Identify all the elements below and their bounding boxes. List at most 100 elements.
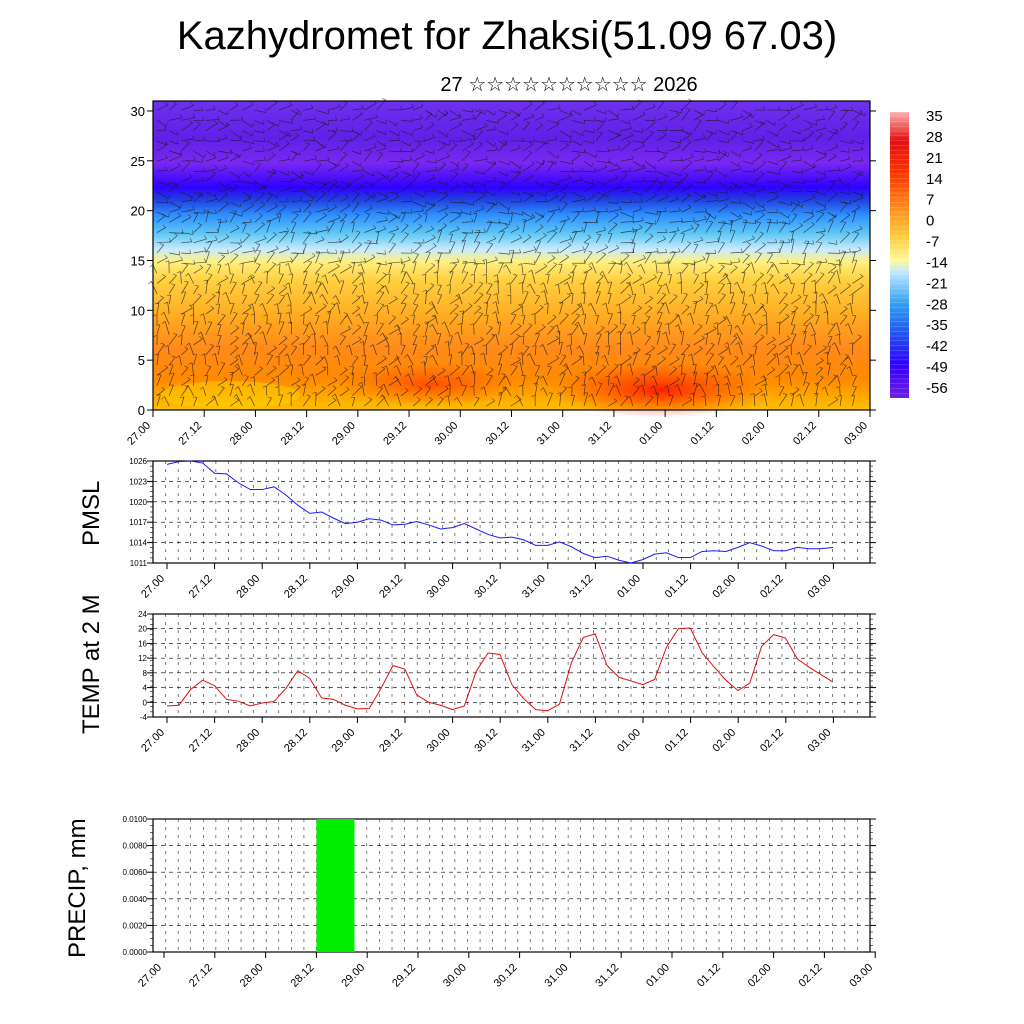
temp-y-tick-label: -4 — [140, 713, 148, 722]
wind-barb — [791, 239, 795, 254]
wind-barb — [803, 345, 812, 356]
wind-barb-flag — [646, 353, 651, 356]
wind-barb-flag — [369, 344, 374, 348]
wind-barb — [412, 388, 423, 397]
wind-barb — [596, 160, 610, 164]
wind-barb-flag — [178, 251, 181, 256]
wind-barb-flag — [552, 314, 557, 318]
wind-barb-flag — [387, 174, 390, 179]
wind-barb-flag — [314, 194, 317, 199]
wind-barb — [327, 106, 341, 111]
wind-barb-flag — [275, 386, 279, 388]
wind-barb-flag — [422, 335, 427, 337]
wind-barb — [529, 353, 536, 366]
wind-barb-flag — [186, 160, 191, 163]
wind-barb-flag — [392, 376, 397, 380]
wind-barb-flag — [727, 152, 730, 157]
wind-barb-flag — [763, 106, 766, 111]
wind-barb-flag — [247, 383, 251, 387]
wind-barb-flag — [173, 101, 177, 105]
wind-barb-flag — [220, 362, 225, 364]
wind-barb-flag — [627, 140, 631, 143]
wind-barb — [653, 385, 658, 396]
wind-barb — [827, 155, 837, 162]
wind-barb — [632, 387, 640, 397]
wind-barb — [852, 140, 864, 145]
wind-barb-flag — [423, 193, 425, 198]
wind-barb-flag — [203, 136, 206, 140]
wind-barb — [291, 129, 302, 131]
wind-barb — [217, 168, 227, 172]
wind-barb-flag — [616, 342, 621, 345]
wind-barb — [522, 374, 526, 386]
wind-barb-flag — [712, 325, 717, 329]
wind-barb — [400, 120, 413, 122]
wind-barb — [754, 244, 766, 254]
colorbar-label: -42 — [926, 338, 948, 355]
wind-barb — [583, 209, 596, 213]
wind-barb-flag — [401, 158, 403, 163]
wind-barb — [425, 245, 437, 254]
wind-barb — [852, 285, 864, 295]
wind-barb — [583, 181, 594, 185]
wind-barb-flag — [518, 384, 523, 387]
wind-barb-flag — [363, 257, 367, 262]
wind-barb — [437, 140, 450, 146]
wind-barb-flag — [414, 253, 419, 255]
wind-barb — [412, 143, 422, 152]
wind-barb-flag — [148, 281, 152, 285]
wind-barb-flag — [574, 324, 579, 326]
wind-barb — [474, 262, 485, 265]
wind-barb-flag — [745, 253, 750, 256]
wind-barb-flag — [733, 183, 738, 186]
wind-barb — [571, 325, 579, 335]
wind-barb — [653, 375, 658, 386]
wind-barb — [505, 386, 512, 396]
wind-barb-flag — [796, 351, 800, 355]
wind-barb-flag — [540, 387, 544, 391]
wind-barb-flag — [480, 336, 484, 340]
wind-barb-flag — [653, 192, 657, 196]
wind-barb-flag — [569, 235, 573, 239]
wind-barb — [583, 333, 588, 345]
wind-barb — [205, 397, 216, 407]
wind-barb — [595, 315, 599, 325]
wind-barb-flag — [539, 122, 543, 126]
wind-barb — [595, 123, 605, 131]
wind-barb-flag — [638, 305, 642, 309]
wind-barb — [839, 355, 849, 366]
wind-barb — [559, 367, 569, 376]
wind-barb-flag — [662, 302, 666, 305]
wind-barb — [351, 397, 356, 407]
wind-barb-flag — [623, 261, 627, 266]
wind-barb-flag — [338, 257, 341, 261]
wind-barb-flag — [441, 161, 446, 165]
wind-barb-flag — [471, 217, 474, 222]
wind-barb — [290, 322, 293, 335]
wind-barb-flag — [420, 124, 423, 128]
wind-barb-flag — [733, 335, 738, 338]
wind-barb — [217, 324, 222, 335]
wind-barb — [278, 366, 290, 376]
wind-barb — [754, 201, 764, 208]
wind-barb-flag — [479, 281, 483, 284]
wind-barb — [791, 324, 796, 335]
wind-barb-flag — [601, 355, 606, 359]
wind-barb — [522, 216, 536, 223]
wind-barb — [169, 150, 182, 155]
wind-barb — [315, 239, 325, 244]
wind-barb — [324, 274, 329, 284]
wind-barb — [217, 256, 225, 264]
wind-barb — [717, 221, 726, 233]
wind-barb-flag — [384, 250, 386, 255]
wind-barb — [400, 282, 410, 295]
wind-barb-flag — [288, 185, 291, 189]
wind-barb — [852, 375, 857, 386]
wind-barb-flag — [787, 344, 792, 347]
wind-barb — [852, 395, 855, 407]
wind-barb-flag — [411, 103, 414, 108]
wind-barb-flag — [521, 219, 526, 221]
wind-barb — [815, 127, 827, 131]
wind-barb — [778, 304, 788, 315]
wind-barb — [400, 182, 413, 193]
